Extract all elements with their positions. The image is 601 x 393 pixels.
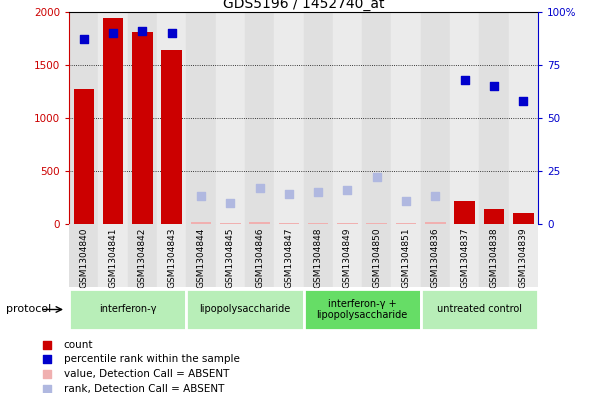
Bar xyxy=(333,224,362,287)
Point xyxy=(43,371,52,377)
Bar xyxy=(216,12,245,224)
Point xyxy=(430,193,440,200)
Bar xyxy=(220,222,240,224)
Bar xyxy=(304,224,333,287)
Bar xyxy=(132,32,153,224)
Bar xyxy=(333,12,362,224)
Bar xyxy=(249,222,270,224)
Bar xyxy=(421,224,450,287)
FancyBboxPatch shape xyxy=(186,289,304,330)
Bar xyxy=(128,12,157,224)
FancyBboxPatch shape xyxy=(69,289,186,330)
Bar xyxy=(508,224,538,287)
Text: GSM1304837: GSM1304837 xyxy=(460,227,469,288)
Bar xyxy=(396,223,416,224)
Point xyxy=(79,36,88,42)
Bar xyxy=(99,224,127,287)
Bar xyxy=(508,12,538,224)
Bar xyxy=(484,209,504,224)
Text: GSM1304841: GSM1304841 xyxy=(109,227,118,288)
Bar xyxy=(69,12,99,224)
Point xyxy=(313,189,323,195)
Text: GSM1304850: GSM1304850 xyxy=(372,227,381,288)
Bar xyxy=(162,50,182,224)
Text: count: count xyxy=(64,340,93,350)
Bar xyxy=(450,12,480,224)
Bar xyxy=(69,224,99,287)
Text: lipopolysaccharide: lipopolysaccharide xyxy=(200,305,290,314)
Bar xyxy=(421,12,450,224)
FancyBboxPatch shape xyxy=(304,289,421,330)
Text: GSM1304838: GSM1304838 xyxy=(489,227,498,288)
Point xyxy=(401,198,411,204)
Point xyxy=(138,28,147,34)
Point xyxy=(225,200,235,206)
Point xyxy=(108,30,118,36)
Text: GSM1304851: GSM1304851 xyxy=(401,227,410,288)
Point xyxy=(43,386,52,392)
Bar xyxy=(391,224,421,287)
Bar xyxy=(367,222,387,224)
Bar xyxy=(513,213,534,224)
Text: GSM1304839: GSM1304839 xyxy=(519,227,528,288)
Bar xyxy=(73,89,94,224)
Text: value, Detection Call = ABSENT: value, Detection Call = ABSENT xyxy=(64,369,229,379)
Point xyxy=(460,77,469,83)
Text: rank, Detection Call = ABSENT: rank, Detection Call = ABSENT xyxy=(64,384,224,393)
Bar xyxy=(362,12,391,224)
Bar xyxy=(103,18,123,224)
Bar xyxy=(191,222,211,224)
Point xyxy=(43,356,52,362)
Text: untreated control: untreated control xyxy=(437,305,522,314)
Point xyxy=(372,174,382,180)
Bar xyxy=(186,12,216,224)
Text: GSM1304840: GSM1304840 xyxy=(79,227,88,288)
Bar xyxy=(337,222,358,224)
Bar xyxy=(454,201,475,224)
Point xyxy=(489,83,499,89)
Point xyxy=(196,193,206,200)
Bar xyxy=(245,224,274,287)
Text: GSM1304836: GSM1304836 xyxy=(431,227,440,288)
Bar xyxy=(450,224,480,287)
Bar xyxy=(274,224,304,287)
Bar xyxy=(216,224,245,287)
Title: GDS5196 / 1452740_at: GDS5196 / 1452740_at xyxy=(223,0,384,11)
Text: GSM1304845: GSM1304845 xyxy=(226,227,235,288)
Bar xyxy=(308,222,328,224)
Point xyxy=(255,185,264,191)
Point xyxy=(343,187,352,193)
Text: GSM1304844: GSM1304844 xyxy=(197,227,206,288)
Bar xyxy=(186,224,216,287)
Text: interferon-γ +
lipopolysaccharide: interferon-γ + lipopolysaccharide xyxy=(317,299,407,320)
Text: GSM1304848: GSM1304848 xyxy=(314,227,323,288)
Bar xyxy=(480,12,508,224)
FancyBboxPatch shape xyxy=(421,289,538,330)
Bar xyxy=(480,224,508,287)
Text: GSM1304846: GSM1304846 xyxy=(255,227,264,288)
Bar xyxy=(304,12,333,224)
Bar xyxy=(274,12,304,224)
Text: protocol: protocol xyxy=(6,305,51,314)
Bar xyxy=(157,224,186,287)
Point xyxy=(519,98,528,104)
Bar xyxy=(425,222,445,224)
Text: GSM1304849: GSM1304849 xyxy=(343,227,352,288)
Text: GSM1304847: GSM1304847 xyxy=(284,227,293,288)
Point xyxy=(167,30,177,36)
Bar xyxy=(391,12,421,224)
Point xyxy=(43,342,52,348)
Text: interferon-γ: interferon-γ xyxy=(99,305,156,314)
Text: percentile rank within the sample: percentile rank within the sample xyxy=(64,354,240,364)
Bar xyxy=(362,224,391,287)
Bar xyxy=(245,12,274,224)
Bar xyxy=(279,222,299,224)
Bar xyxy=(128,224,157,287)
Text: GSM1304842: GSM1304842 xyxy=(138,227,147,288)
Bar xyxy=(99,12,127,224)
Point xyxy=(284,191,294,197)
Text: GSM1304843: GSM1304843 xyxy=(167,227,176,288)
Bar xyxy=(157,12,186,224)
